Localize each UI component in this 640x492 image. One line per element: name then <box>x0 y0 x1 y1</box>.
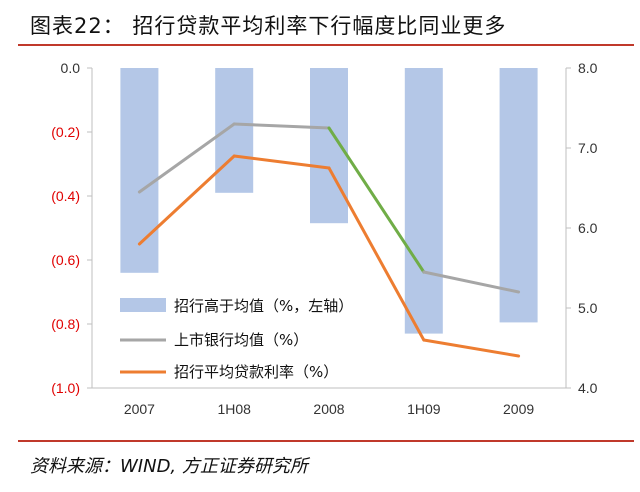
right-tick-label: 5.0 <box>578 300 598 316</box>
bar-1H09 <box>404 68 443 334</box>
figure-title: 图表22： 招行贷款平均利率下行幅度比同业更多 <box>30 14 507 38</box>
right-tick-label: 8.0 <box>578 60 598 76</box>
left-tick-label: (0.6) <box>51 252 80 268</box>
peer-line-segment <box>327 126 426 274</box>
right-tick-label: 6.0 <box>578 220 598 236</box>
x-tick-label: 2008 <box>313 401 344 417</box>
left-tick-label: (0.4) <box>51 188 80 204</box>
cmb-line-segment <box>137 154 236 246</box>
legend: 招行高于均值（%，左轴） 上市银行均值（%） 招行平均贷款利率（%） <box>120 297 353 381</box>
x-tick-label: 1H09 <box>407 401 441 417</box>
left-tick-label: 0.0 <box>61 60 81 76</box>
peer-line-segment <box>422 270 521 294</box>
legend-label-peer-line: 上市银行均值（%） <box>174 331 308 349</box>
right-tick-label: 7.0 <box>578 140 598 156</box>
x-tick-label: 2009 <box>503 401 534 417</box>
x-tick-label: 1H08 <box>217 401 251 417</box>
x-axis-ticks: 2007 1H08 2008 1H09 2009 <box>124 401 535 417</box>
right-tick-label: 4.0 <box>578 380 598 396</box>
title-divider <box>18 44 634 46</box>
left-tick-label: (1.0) <box>51 380 80 396</box>
bar-2009 <box>499 68 538 323</box>
source-divider <box>18 440 634 442</box>
source-note: 资料来源：WIND, 方正证券研究所 <box>30 456 308 477</box>
right-axis-ticks: 8.0 7.0 6.0 5.0 4.0 <box>566 60 598 396</box>
peer-line-segment <box>232 122 331 130</box>
legend-swatch-bar <box>120 298 166 312</box>
bar-1H08 <box>215 68 254 193</box>
cmb-line-segment <box>422 338 521 358</box>
x-tick-label: 2007 <box>124 401 155 417</box>
left-tick-label: (0.8) <box>51 316 80 332</box>
bar-2007 <box>120 68 159 273</box>
line-series <box>137 122 521 358</box>
cmb-line-segment <box>327 166 426 342</box>
cmb-line-segment <box>232 154 331 170</box>
bar-series <box>120 68 538 334</box>
left-tick-label: (0.2) <box>51 124 80 140</box>
chart: 0.0 (0.2) (0.4) (0.6) (0.8) (1.0) 8.0 7.0 6.0 5.… <box>51 60 598 417</box>
legend-label-bar: 招行高于均值（%，左轴） <box>174 297 353 315</box>
peer-line-segment <box>137 122 236 194</box>
legend-label-cmb-line: 招行平均贷款利率（%） <box>174 363 338 381</box>
left-axis-ticks: 0.0 (0.2) (0.4) (0.6) (0.8) (1.0) <box>51 60 92 396</box>
